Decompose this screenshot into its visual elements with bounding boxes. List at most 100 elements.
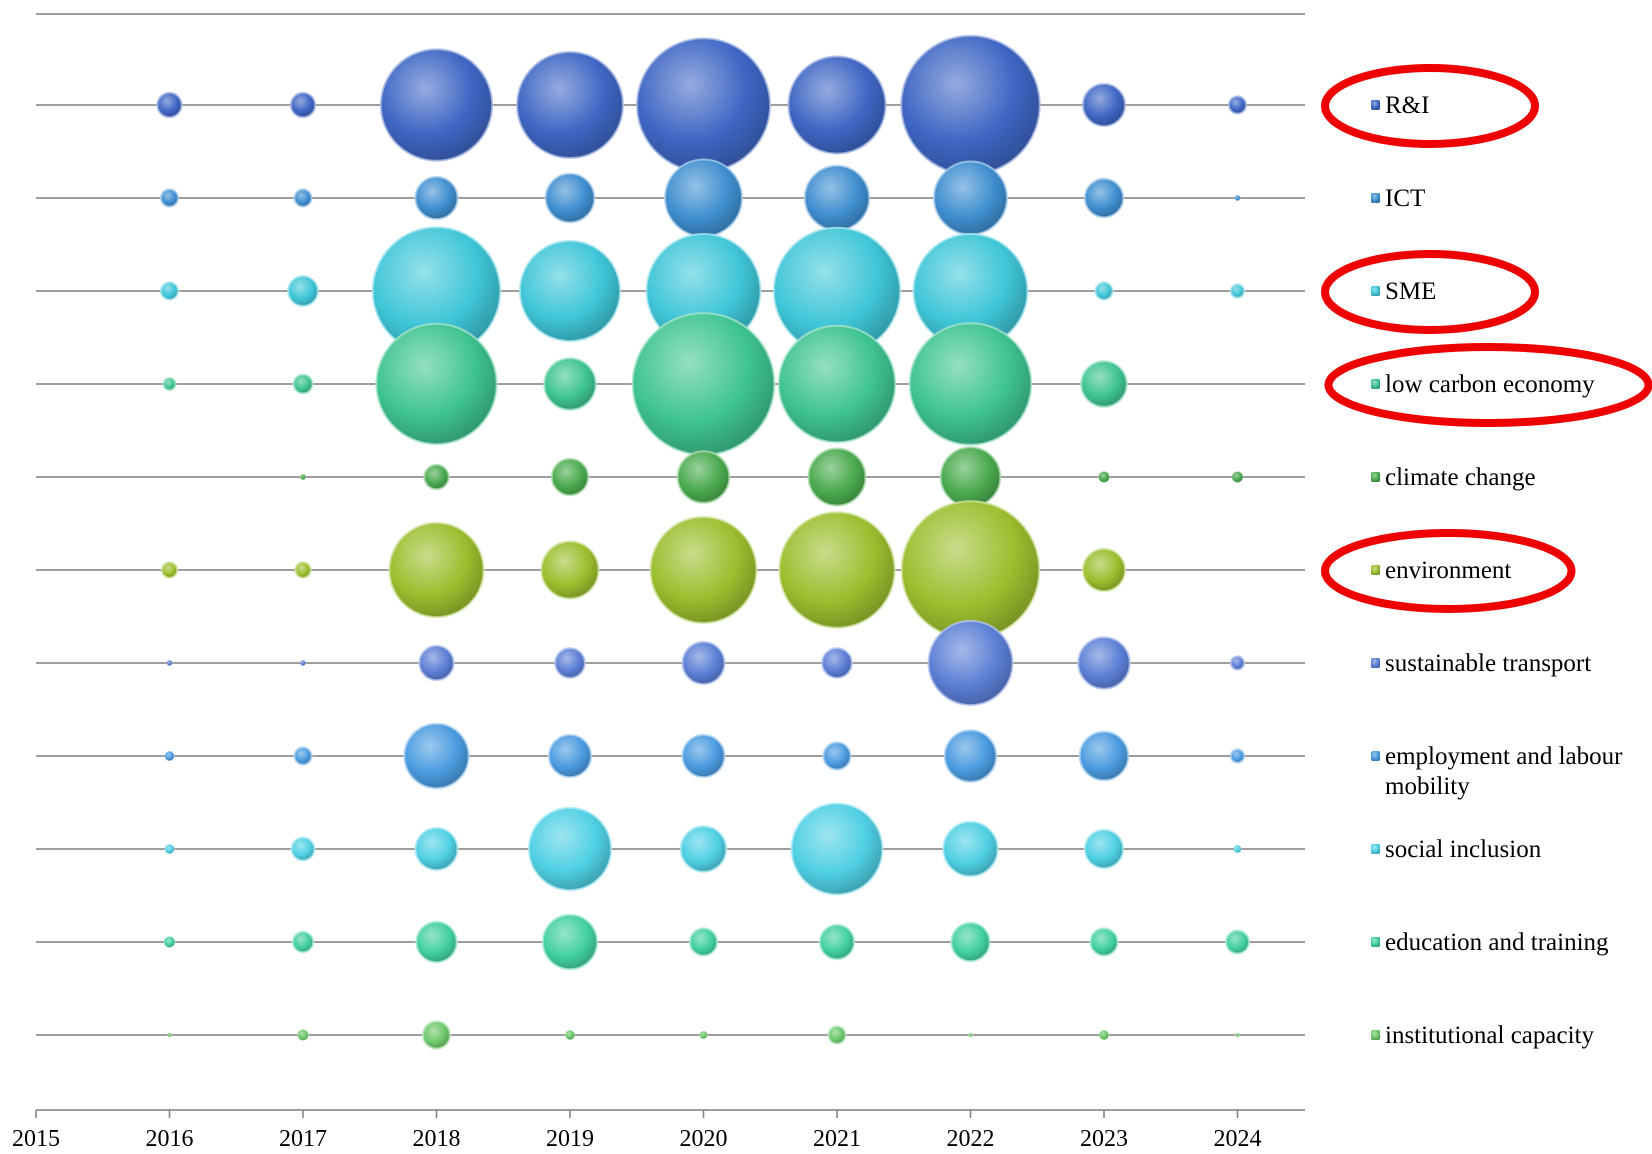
- bubble-employment-and-labour-mobility-2022: [943, 729, 998, 783]
- bubble-institutional-capacity-2016: [167, 1032, 172, 1038]
- bubble-social-inclusion-2018: [414, 826, 459, 872]
- bubble-social-inclusion-2017: [290, 836, 316, 862]
- bubble-randi-2017: [289, 91, 317, 119]
- legend-label-randi: R&I: [1385, 92, 1429, 119]
- bubble-ict-2023: [1083, 177, 1125, 219]
- bubble-education-and-training-2016: [163, 936, 176, 948]
- bubble-environment-2023: [1081, 547, 1127, 593]
- bubble-environment-2018: [388, 521, 485, 619]
- bubble-education-and-training-2024: [1225, 929, 1250, 955]
- x-tick-label-2021: 2021: [813, 1126, 861, 1152]
- bubble-education-and-training-2019: [541, 913, 599, 971]
- bubble-climate-change-2019: [550, 457, 590, 497]
- legend-marker-environment: [1371, 565, 1380, 575]
- highlight-ellipse-environment: [1321, 529, 1576, 613]
- bubble-education-and-training-2020: [688, 927, 719, 957]
- bubble-environment-2022: [900, 500, 1041, 640]
- bubble-social-inclusion-2016: [164, 843, 175, 854]
- bubble-environment-2019: [540, 540, 600, 600]
- bubble-randi-2018: [379, 48, 494, 162]
- bubble-employment-and-labour-mobility-2021: [822, 741, 852, 771]
- bubble-ict-2016: [159, 188, 180, 208]
- legend-marker-sme: [1371, 286, 1380, 296]
- bubble-sustainable-transport-2023: [1077, 636, 1131, 690]
- bubble-ict-2024: [1234, 195, 1241, 202]
- bubble-institutional-capacity-2021: [827, 1025, 847, 1045]
- bubble-institutional-capacity-2022: [968, 1032, 973, 1038]
- legend-label-sme: SME: [1385, 278, 1436, 305]
- bubble-institutional-capacity-2020: [699, 1030, 708, 1040]
- x-tick-label-2024: 2024: [1214, 1126, 1262, 1152]
- legend-marker-institutional-capacity: [1371, 1030, 1380, 1040]
- x-tick-label-2019: 2019: [546, 1126, 594, 1152]
- x-tick-label-2017: 2017: [279, 1126, 327, 1152]
- legend-marker-social-inclusion: [1371, 844, 1380, 854]
- legend-label-low-carbon-economy: low carbon economy: [1385, 371, 1595, 398]
- bubble-environment-2020: [649, 516, 758, 624]
- bubble-sustainable-transport-2024: [1229, 655, 1246, 671]
- bubble-climate-change-2020: [676, 450, 731, 504]
- x-axis: 2015 2016 2017 2018 2019 2020 2021 2022 2023 2024: [12, 1109, 1305, 1152]
- bubble-sme-2019: [518, 239, 622, 343]
- bubble-randi-2023: [1081, 82, 1127, 128]
- bubble-sme-2017: [287, 275, 319, 307]
- legend-label-education-and-training: education and training: [1385, 929, 1609, 956]
- x-tick-label-2020: 2020: [680, 1126, 728, 1152]
- bubble-education-and-training-2021: [818, 923, 856, 961]
- bubble-institutional-capacity-2017: [297, 1029, 309, 1041]
- legend-marker-employment-and-labour-mobility: [1371, 751, 1380, 761]
- bubble-randi-2021: [787, 55, 887, 155]
- bubble-sustainable-transport-2021: [821, 647, 853, 679]
- bubble-randi-2016: [156, 91, 183, 119]
- bubble-low-carbon-economy-2022: [908, 322, 1033, 446]
- bubble-environment-2016: [160, 561, 179, 579]
- data-bubbles: [156, 34, 1250, 1050]
- bubble-education-and-training-2023: [1089, 927, 1119, 957]
- bubble-low-carbon-economy-2017: [292, 373, 314, 395]
- legend-label-environment: environment: [1385, 557, 1511, 584]
- bubble-low-carbon-economy-2023: [1080, 360, 1128, 408]
- bubble-employment-and-labour-mobility-2016: [164, 750, 175, 761]
- legend-marker-climate-change: [1371, 472, 1380, 482]
- highlight-ellipse-sme: [1321, 250, 1539, 334]
- bubble-sustainable-transport-2016: [166, 659, 173, 666]
- bubble-social-inclusion-2019: [527, 806, 613, 892]
- bubble-low-carbon-economy-2016: [162, 376, 177, 392]
- bubble-climate-change-2017: [299, 473, 306, 480]
- bubble-institutional-capacity-2024: [1235, 1032, 1240, 1038]
- bubble-low-carbon-economy-2019: [543, 357, 597, 411]
- x-tick-label-2023: 2023: [1080, 1126, 1128, 1152]
- bubble-institutional-capacity-2019: [564, 1030, 575, 1041]
- bubble-ict-2022: [933, 160, 1008, 236]
- bubble-social-inclusion-2023: [1083, 828, 1125, 870]
- bubble-climate-change-2023: [1098, 471, 1110, 483]
- bubble-sme-2016: [159, 281, 180, 301]
- bubble-education-and-training-2018: [415, 920, 458, 964]
- bubble-climate-change-2024: [1231, 471, 1244, 483]
- bubble-sme-2023: [1094, 281, 1114, 301]
- bubble-climate-change-2022: [939, 446, 1002, 508]
- bubble-social-inclusion-2022: [942, 820, 999, 878]
- bubble-low-carbon-economy-2018: [375, 322, 498, 446]
- bubble-employment-and-labour-mobility-2024: [1229, 748, 1246, 764]
- legend-marker-randi: [1371, 100, 1380, 110]
- bubble-education-and-training-2022: [950, 921, 991, 963]
- bubble-ict-2019: [544, 172, 596, 224]
- bubble-randi-2022: [900, 34, 1041, 176]
- bubble-employment-and-labour-mobility-2018: [403, 722, 470, 790]
- bubble-low-carbon-economy-2020: [631, 312, 776, 456]
- bubble-sme-2024: [1229, 283, 1246, 299]
- legend-marker-education-and-training: [1371, 937, 1380, 947]
- bubble-climate-change-2018: [423, 463, 450, 491]
- legend-marker-ict: [1371, 193, 1380, 203]
- legend-marker-sustainable-transport: [1371, 658, 1380, 668]
- bubble-sustainable-transport-2017: [299, 659, 306, 666]
- bubble-social-inclusion-2021: [790, 802, 884, 896]
- bubble-ict-2021: [803, 164, 871, 232]
- highlight-ellipse-randi: [1321, 64, 1539, 148]
- bubble-social-inclusion-2020: [679, 825, 728, 873]
- bubble-sustainable-transport-2022: [927, 619, 1014, 707]
- bubble-employment-and-labour-mobility-2020: [681, 733, 726, 779]
- x-tick-label-2016: 2016: [146, 1126, 194, 1152]
